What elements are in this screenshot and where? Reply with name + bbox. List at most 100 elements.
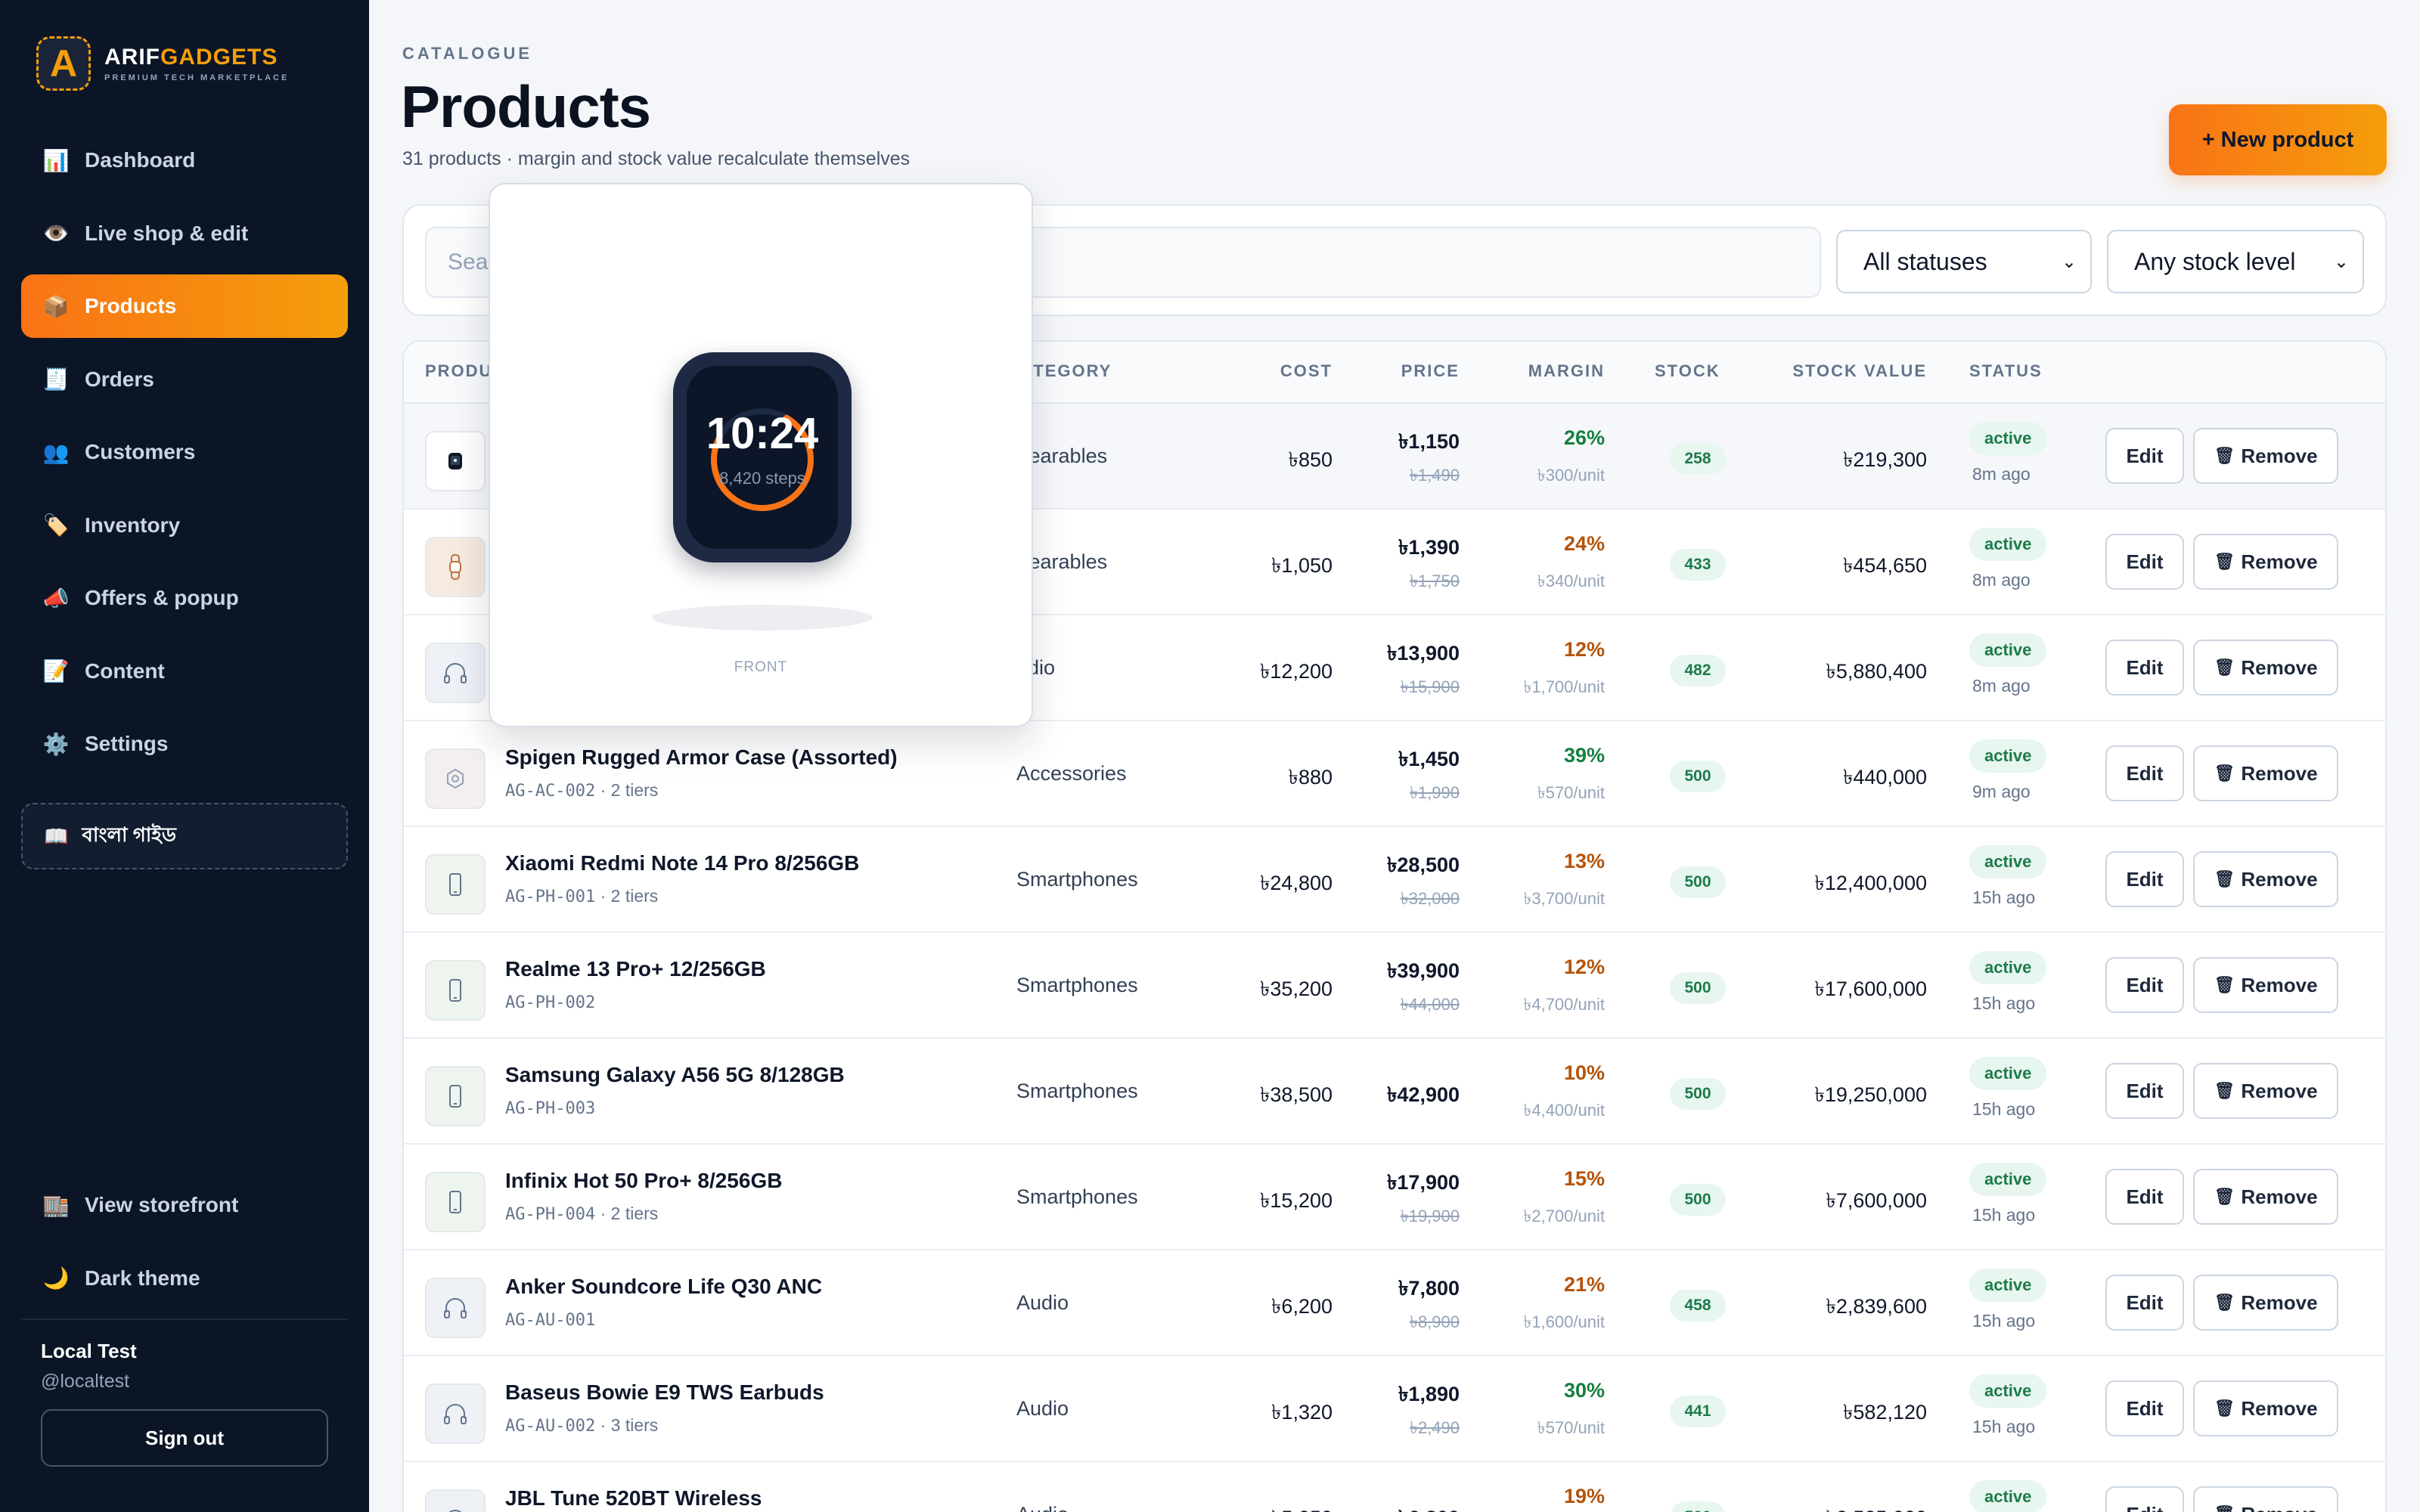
nav-item-content[interactable]: 📝 Content (21, 640, 348, 703)
col-price[interactable]: PRICE (1401, 361, 1460, 380)
megaphone-icon: 📣 (42, 586, 70, 610)
col-product[interactable]: PRODU (425, 361, 493, 380)
table-row[interactable]: Anker Soundcore Life Q30 ANC AG-AU-001 Aud… (404, 1250, 2385, 1356)
product-thumbnail[interactable] (425, 1383, 486, 1444)
product-name[interactable]: Infinix Hot 50 Pro+ 8/256GB (505, 1169, 783, 1192)
remove-button[interactable]: 🗑Remove (2193, 851, 2338, 907)
edit-button[interactable]: Edit (2105, 851, 2184, 907)
nav-item-settings[interactable]: ⚙️ Settings (21, 712, 348, 776)
product-name[interactable]: Xiaomi Redmi Note 14 Pro 8/256GB (505, 851, 860, 875)
product-name[interactable]: Anker Soundcore Life Q30 ANC (505, 1275, 823, 1298)
brand[interactable]: A ARIFGADGETS PREMIUM TECH MARKETPLACE (36, 36, 289, 91)
table-row[interactable]: Xiaomi Redmi Note 14 Pro 8/256GB AG-PH-00… (404, 827, 2385, 933)
table-row[interactable]: udio ৳12,200 ৳13,900 ৳15,900 12% ৳1,700/unit 4… (404, 615, 2385, 721)
product-name[interactable]: Realme 13 Pro+ 12/256GB (505, 957, 766, 981)
nav-item-customers[interactable]: 👥 Customers (21, 420, 348, 484)
product-name[interactable]: Spigen Rugged Armor Case (Assorted) (505, 745, 898, 769)
product-thumbnail[interactable] (425, 1066, 486, 1126)
nav-item-products[interactable]: 📦 Products (21, 274, 348, 338)
remove-button[interactable]: 🗑Remove (2193, 957, 2338, 1013)
edit-button[interactable]: Edit (2105, 1486, 2184, 1512)
col-margin[interactable]: MARGIN (1528, 361, 1605, 380)
trash-icon: 🗑 (2214, 1399, 2235, 1418)
col-category[interactable]: ATEGORY (1021, 361, 1112, 380)
col-status[interactable]: STATUS (1969, 361, 2043, 380)
table-row[interactable]: Vearables ৳1,050 ৳1,390 ৳1,750 24% ৳340/unit 4… (404, 510, 2385, 615)
product-thumbnail[interactable] (425, 960, 486, 1021)
product-price: ৳1,890 (1398, 1383, 1460, 1405)
remove-button[interactable]: 🗑Remove (2193, 1169, 2338, 1225)
table-row[interactable]: Spigen Rugged Armor Case (Assorted) AG-AC… (404, 721, 2385, 827)
edit-button[interactable]: Edit (2105, 640, 2184, 696)
product-name[interactable]: Baseus Bowie E9 TWS Earbuds (505, 1380, 824, 1404)
nav-item-live-shop[interactable]: 👁️ Live shop & edit (21, 202, 348, 265)
dark-theme-toggle[interactable]: 🌙 Dark theme (21, 1247, 348, 1310)
edit-button[interactable]: Edit (2105, 1380, 2184, 1436)
products-table: PRODU ATEGORY COST PRICE MARGIN STOCK ST… (402, 340, 2387, 1512)
edit-button[interactable]: Edit (2105, 957, 2184, 1013)
product-thumbnail[interactable] (425, 854, 486, 915)
edit-button[interactable]: Edit (2105, 1275, 2184, 1331)
remove-button[interactable]: 🗑Remove (2193, 745, 2338, 801)
remove-button[interactable]: 🗑Remove (2193, 640, 2338, 696)
product-thumbnail[interactable] (425, 431, 486, 491)
product-thumbnail[interactable] (425, 537, 486, 597)
stock-value: ৳5,880,400 (1826, 660, 1927, 683)
remove-button[interactable]: 🗑Remove (2193, 1063, 2338, 1119)
product-cost: ৳880 (1288, 766, 1333, 789)
col-cost[interactable]: COST (1280, 361, 1333, 380)
col-stock[interactable]: STOCK (1655, 361, 1720, 380)
edit-button[interactable]: Edit (2105, 745, 2184, 801)
margin-percent: 21% (1563, 1273, 1605, 1296)
product-thumbnail[interactable] (425, 643, 486, 703)
product-sku: AG-PH-002 (505, 993, 596, 1012)
product-thumbnail[interactable] (425, 1278, 486, 1338)
sign-out-button[interactable]: Sign out (41, 1409, 328, 1467)
product-old-price: ৳8,900 (1409, 1312, 1460, 1331)
edit-button[interactable]: Edit (2105, 534, 2184, 590)
product-cost: ৳850 (1288, 448, 1333, 471)
product-old-price: ৳44,000 (1400, 995, 1460, 1014)
product-name[interactable]: Samsung Galaxy A56 5G 8/128GB (505, 1063, 845, 1086)
new-product-button[interactable]: + New product (2169, 104, 2387, 175)
edit-button[interactable]: Edit (2105, 1169, 2184, 1225)
memo-icon: 📝 (42, 659, 70, 683)
nav-item-inventory[interactable]: 🏷️ Inventory (21, 494, 348, 557)
product-old-price: ৳1,490 (1409, 466, 1460, 485)
remove-button[interactable]: 🗑Remove (2193, 1486, 2338, 1512)
stock-filter-select[interactable]: Any stock level ⌄ (2107, 230, 2364, 293)
product-old-price: ৳19,900 (1400, 1207, 1460, 1225)
edit-button[interactable]: Edit (2105, 428, 2184, 484)
status-filter-select[interactable]: All statuses ⌄ (1836, 230, 2092, 293)
table-row[interactable]: Realme 13 Pro+ 12/256GB AG-PH-002 Smartpho… (404, 933, 2385, 1039)
product-sku: AG-AU-002 · 3 tiers (505, 1415, 659, 1436)
table-row[interactable]: JBL Tune 520BT Wireless Audio ৳5,050 ৳6,200… (404, 1462, 2385, 1512)
product-thumbnail[interactable] (425, 1172, 486, 1232)
user-handle: @localtest (41, 1371, 130, 1392)
users-icon: 👥 (42, 440, 70, 464)
bangla-guide-button[interactable]: 📖 বাংলা গাইড (21, 803, 348, 869)
product-old-price: ৳15,900 (1400, 677, 1460, 696)
product-price: ৳39,900 (1386, 959, 1460, 982)
trash-icon: 🗑 (2214, 446, 2235, 465)
product-thumbnail[interactable] (425, 748, 486, 809)
book-icon: 📖 (44, 824, 69, 847)
table-row[interactable]: Infinix Hot 50 Pro+ 8/256GB AG-PH-004 · 2… (404, 1145, 2385, 1250)
nav-item-offers[interactable]: 📣 Offers & popup (21, 566, 348, 630)
remove-button[interactable]: 🗑Remove (2193, 534, 2338, 590)
view-storefront-link[interactable]: 🏬 View storefront (21, 1173, 348, 1237)
product-thumbnail[interactable] (425, 1489, 486, 1512)
product-price: ৳17,900 (1386, 1171, 1460, 1194)
remove-button[interactable]: 🗑Remove (2193, 428, 2338, 484)
nav-item-dashboard[interactable]: 📊 Dashboard (21, 129, 348, 192)
nav-item-orders[interactable]: 🧾 Orders (21, 348, 348, 411)
table-row[interactable]: Baseus Bowie E9 TWS Earbuds AG-AU-002 · 3… (404, 1356, 2385, 1462)
remove-button[interactable]: 🗑Remove (2193, 1380, 2338, 1436)
product-name[interactable]: JBL Tune 520BT Wireless (505, 1486, 762, 1510)
trash-icon: 🗑 (2214, 869, 2235, 888)
col-stock-value[interactable]: STOCK VALUE (1792, 361, 1927, 380)
edit-button[interactable]: Edit (2105, 1063, 2184, 1119)
table-row[interactable]: Samsung Galaxy A56 5G 8/128GB AG-PH-003 Sm… (404, 1039, 2385, 1145)
status-badge: active (1969, 634, 2047, 667)
remove-button[interactable]: 🗑Remove (2193, 1275, 2338, 1331)
